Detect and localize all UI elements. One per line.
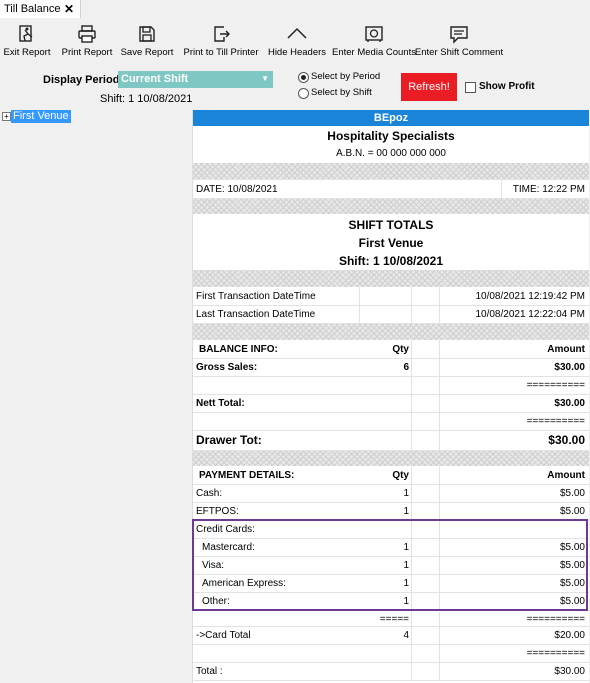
separator-band xyxy=(193,270,589,287)
report-venue: First Venue xyxy=(358,236,424,250)
table-row: First Transaction DateTime 10/08/2021 12… xyxy=(193,287,589,306)
select-by-period-radio[interactable] xyxy=(298,72,309,83)
enter-shift-comment-button[interactable]: Enter Shift Comment xyxy=(415,18,503,64)
report-date: DATE: 10/08/2021 xyxy=(196,183,278,195)
refresh-button[interactable]: Refresh! xyxy=(401,73,457,101)
table-row: Mastercard: 1 $5.00 xyxy=(193,538,589,557)
tab-title: Till Balance xyxy=(4,3,61,15)
table-row: Visa: 1 $5.00 xyxy=(193,556,589,575)
table-row: ===== ========== xyxy=(193,612,589,627)
shift-row: Shift: 1 10/08/2021 xyxy=(193,252,589,270)
select-by-shift-label: Select by Shift xyxy=(311,87,372,98)
company-name: Hospitality Specialists xyxy=(327,129,455,143)
report-brand-bar: BEpoz xyxy=(193,110,589,126)
table-row: Credit Cards: xyxy=(193,520,589,539)
table-row: Gross Sales: 6 $30.00 xyxy=(193,358,589,377)
table-row: ->Card Total 4 $20.00 xyxy=(193,626,589,645)
report-panel: BEpoz Hospitality Specialists A.B.N. = 0… xyxy=(192,110,589,683)
export-icon xyxy=(214,26,230,42)
separator-band xyxy=(193,451,589,466)
floppy-icon xyxy=(139,26,155,42)
display-period-value: Current Shift xyxy=(121,73,189,85)
table-row: ========== xyxy=(193,412,589,431)
section-title-row: SHIFT TOTALS xyxy=(193,216,589,234)
printer-icon xyxy=(78,25,96,43)
print-to-till-printer-button[interactable]: Print to Till Printer xyxy=(183,18,259,64)
table-row: ========== xyxy=(193,376,589,395)
chevron-up-icon xyxy=(287,27,307,39)
separator-band xyxy=(193,163,589,179)
section-title: SHIFT TOTALS xyxy=(348,218,434,232)
report-shift: Shift: 1 10/08/2021 xyxy=(338,254,444,268)
report-time: TIME: 12:22 PM xyxy=(512,183,585,195)
comment-icon xyxy=(450,26,468,44)
abn-text: A.B.N. = 00 000 000 000 xyxy=(336,147,446,159)
enter-media-counts-button[interactable]: Enter Media Counts xyxy=(332,18,416,64)
tree-node-first-venue[interactable]: First Venue xyxy=(11,110,71,123)
tab-bar: Till Balance ✕ xyxy=(0,0,590,18)
exit-icon xyxy=(19,25,33,42)
select-by-period-label: Select by Period xyxy=(311,71,381,82)
toolbar: Exit Report Print Report Save Report Pri… xyxy=(0,18,590,64)
separator-band xyxy=(193,199,589,214)
hide-headers-button[interactable]: Hide Headers xyxy=(268,18,326,64)
separator-band xyxy=(193,324,589,340)
table-row: Cash: 1 $5.00 xyxy=(193,484,589,503)
expand-icon[interactable]: + xyxy=(2,112,11,121)
table-row: EFTPOS: 1 $5.00 xyxy=(193,502,589,521)
table-row: Nett Total: $30.00 xyxy=(193,394,589,413)
report-brand: BEpoz xyxy=(373,112,409,124)
show-profit-label: Show Profit xyxy=(479,81,535,92)
table-row: Drawer Tot: $30.00 xyxy=(193,430,589,451)
tab-till-balance[interactable]: Till Balance ✕ xyxy=(0,0,81,18)
display-period-label: Display Period: xyxy=(43,74,124,86)
table-header-row: BALANCE INFO: Qty Amount xyxy=(193,340,589,359)
close-icon[interactable]: ✕ xyxy=(63,2,74,16)
table-row: Other: 1 $5.00 xyxy=(193,592,589,611)
abn-row: A.B.N. = 00 000 000 000 xyxy=(193,145,589,161)
chevron-down-icon: ▼ xyxy=(261,74,269,83)
display-period-select[interactable]: Current Shift ▼ xyxy=(118,71,273,88)
print-report-button[interactable]: Print Report xyxy=(60,18,114,64)
table-row: ========== xyxy=(193,644,589,663)
select-by-shift-radio[interactable] xyxy=(298,88,309,99)
table-row: American Express: 1 $5.00 xyxy=(193,574,589,593)
venue-row: First Venue xyxy=(193,234,589,252)
show-profit-checkbox[interactable] xyxy=(465,82,476,93)
exit-report-button[interactable]: Exit Report xyxy=(4,18,51,64)
table-row: Last Transaction DateTime 10/08/2021 12:… xyxy=(193,305,589,324)
safe-icon xyxy=(365,26,383,42)
date-row: DATE: 10/08/2021 TIME: 12:22 PM xyxy=(193,179,589,199)
table-header-row: PAYMENT DETAILS: Qty Amount xyxy=(193,466,589,485)
save-report-button[interactable]: Save Report xyxy=(121,18,173,64)
table-row: Total : $30.00 xyxy=(193,662,589,681)
company-row: Hospitality Specialists xyxy=(193,127,589,145)
shift-text: Shift: 1 10/08/2021 xyxy=(100,93,193,105)
